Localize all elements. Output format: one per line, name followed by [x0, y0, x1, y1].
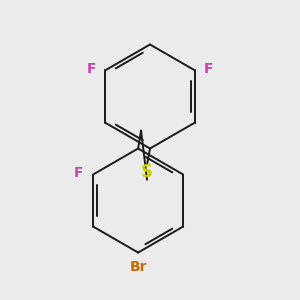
- Text: F: F: [87, 62, 96, 76]
- Text: F: F: [204, 62, 213, 76]
- Text: Br: Br: [129, 260, 147, 274]
- Text: F: F: [74, 166, 83, 180]
- Text: S: S: [141, 163, 153, 181]
